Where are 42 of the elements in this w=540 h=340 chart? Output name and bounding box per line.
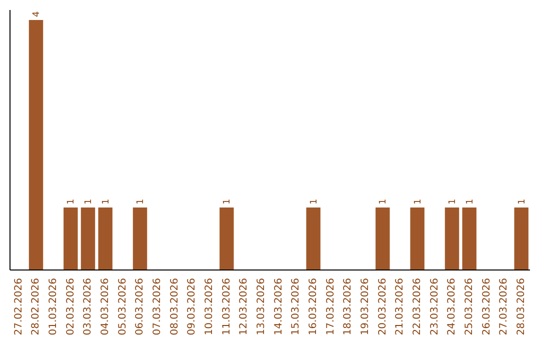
data-label: 1	[465, 198, 476, 204]
x-tick-label: 15.03.2026	[290, 278, 302, 336]
data-label: 1	[136, 198, 146, 204]
x-tick-label: 28.03.2026	[516, 278, 528, 336]
x-tick-label: 28.02.2026	[30, 278, 42, 336]
x-tick-label: 07.03.2026	[152, 278, 164, 336]
data-label: 1	[101, 198, 112, 204]
x-tick-label: 06.03.2026	[134, 278, 146, 336]
x-tick-label: 09.03.2026	[186, 278, 198, 336]
x-tick-label: 02.03.2026	[65, 278, 76, 336]
x-tick-label: 25.03.2026	[464, 278, 476, 336]
x-tick-label: 11.03.2026	[221, 278, 232, 336]
data-label: 4	[32, 11, 42, 17]
data-label: 1	[66, 198, 77, 204]
x-tick-label: 19.03.2026	[360, 278, 372, 336]
x-tick-label: 26.03.2026	[481, 278, 492, 336]
x-tick-label: 23.03.2026	[429, 278, 440, 336]
data-label: 1	[378, 198, 389, 204]
x-tick-label: 14.03.2026	[273, 278, 284, 336]
x-tick-label: 16.03.2026	[308, 278, 320, 336]
data-label: 1	[517, 198, 528, 204]
x-tick-label: 12.03.2026	[238, 278, 250, 336]
x-tick-label: 20.03.2026	[377, 278, 388, 336]
x-tick-label: 08.03.2026	[169, 278, 180, 336]
data-label: 1	[448, 198, 458, 204]
x-tick-label: 13.03.2026	[256, 278, 268, 336]
x-tick-label: 24.03.2026	[446, 278, 458, 336]
x-tick-label: 27.02.2026	[13, 278, 24, 336]
x-tick-label: 22.03.2026	[412, 278, 424, 336]
data-label: 1	[413, 198, 424, 204]
x-tick-label: 17.03.2026	[325, 278, 336, 336]
x-tick-label: 21.03.2026	[394, 278, 406, 336]
x-tick-label: 18.03.2026	[342, 278, 354, 336]
data-label: 1	[222, 198, 233, 204]
x-tick-label: 05.03.2026	[117, 278, 128, 336]
x-tick-label: 01.03.2026	[48, 278, 60, 336]
x-tick-label: 04.03.2026	[100, 278, 112, 336]
x-tick-label: 03.03.2026	[82, 278, 94, 336]
x-tick-label: 27.03.2026	[498, 278, 510, 336]
x-tick-label: 10.03.2026	[204, 278, 216, 336]
data-label: 1	[309, 198, 320, 204]
data-label: 1	[84, 198, 94, 204]
